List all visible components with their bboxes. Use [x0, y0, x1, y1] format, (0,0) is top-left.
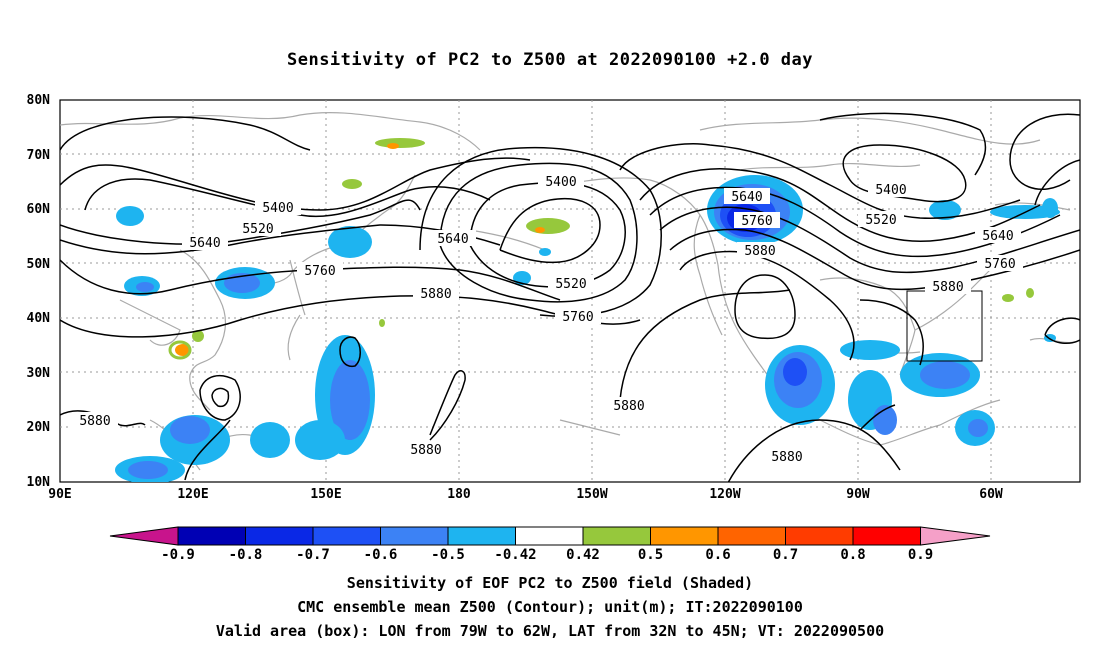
caption-line-3: Valid area (box): LON from 79W to 62W, L…: [215, 622, 885, 640]
contour-label-5640-rockies: 5640: [731, 190, 762, 205]
colorbar-label-6: -0.42: [494, 547, 536, 563]
colorbar-label-1: -0.9: [161, 547, 195, 563]
coastlines: [60, 111, 1076, 471]
contour-label-5640-west: 5640: [189, 236, 220, 251]
contour-label-5400-pacific: 5400: [545, 175, 576, 190]
colorbar-swatch-11: [852, 526, 921, 546]
lat-label-50n: 50N: [27, 257, 51, 272]
lon-label-150w: 150W: [576, 487, 607, 502]
contour-label-5880-mexico: 5880: [771, 450, 802, 465]
colorbar-label-11: 0.8: [840, 547, 865, 563]
colorbar-label-5: -0.5: [431, 547, 465, 563]
colorbar-label-8: 0.5: [638, 547, 663, 563]
contour-label-5520-pacific: 5520: [555, 277, 586, 292]
contour-label-5880-rockies: 5880: [744, 244, 775, 259]
map-title: Sensitivity of PC2 to Z500 at 2022090100…: [286, 50, 813, 70]
lon-label-120e: 120E: [177, 487, 208, 502]
lon-label-120w: 120W: [709, 487, 740, 502]
colorbar-label-2: -0.8: [229, 547, 263, 563]
lat-label-60n: 60N: [27, 202, 51, 217]
colorbar-low-end: [109, 526, 179, 546]
colorbar-label-3: -0.7: [296, 547, 330, 563]
contour-label-5880-westpac: 5880: [79, 414, 110, 429]
colorbar-label-10: 0.7: [773, 547, 798, 563]
colorbar-high-end: [920, 526, 991, 546]
caption-line-1: Sensitivity of EOF PC2 to Z500 field (Sh…: [346, 574, 754, 592]
lon-axis-labels: 90E 120E 150E 180 150W 120W 90W 60W: [48, 487, 1003, 502]
lon-label-180: 180: [447, 487, 471, 502]
contour-label-5880-hawaii: 5880: [410, 443, 441, 458]
colorbar-swatch-3: [312, 526, 381, 546]
contour-label-5520-canada: 5520: [865, 213, 896, 228]
lon-label-150e: 150E: [310, 487, 341, 502]
colorbar-label-7: 0.42: [566, 547, 600, 563]
contour-label-5520-west: 5520: [242, 222, 273, 237]
colorbar-swatch-4: [380, 526, 449, 546]
lat-axis-labels: 80N 70N 60N 50N 40N 30N 20N 10N: [27, 93, 51, 490]
contour-label-5640-pacific: 5640: [437, 232, 468, 247]
contour-label-5760-pacific: 5760: [562, 310, 593, 325]
colorbar-swatch-5: [447, 526, 516, 546]
colorbar-swatch-1: [177, 526, 246, 546]
colorbar-swatch-8: [650, 526, 719, 546]
contour-label-5880-atlantic: 5880: [932, 280, 963, 295]
lat-label-40n: 40N: [27, 311, 51, 326]
colorbar-label-12: 0.9: [908, 547, 933, 563]
lat-label-30n: 30N: [27, 366, 51, 381]
colorbar-swatch-6: [515, 526, 584, 546]
lat-label-20n: 20N: [27, 420, 51, 435]
lat-label-10n: 10N: [27, 475, 51, 490]
lat-label-80n: 80N: [27, 93, 51, 108]
contour-labels: 5400 5520 5640 5760 5880 5400 5640 5520 …: [72, 173, 1023, 465]
contour-label-5760-atlantic: 5760: [984, 257, 1015, 272]
colorbar-labels: -0.9 -0.8 -0.7 -0.6 -0.5 -0.42 0.42 0.5 …: [161, 547, 933, 563]
colorbar-label-9: 0.6: [705, 547, 730, 563]
contour-label-5880-central: 5880: [420, 287, 451, 302]
contour-label-5640-atlantic: 5640: [982, 229, 1013, 244]
contour-label-5400-west: 5400: [262, 201, 293, 216]
lon-label-60w: 60W: [979, 487, 1003, 502]
contour-label-5400-canada: 5400: [875, 183, 906, 198]
caption-line-2: CMC ensemble mean Z500 (Contour); unit(m…: [297, 598, 803, 616]
colorbar-swatch-10: [785, 526, 854, 546]
z500-contours: [60, 112, 1080, 482]
colorbar-swatch-2: [245, 526, 314, 546]
contour-label-5760-rockies: 5760: [741, 214, 772, 229]
lon-label-90e: 90E: [48, 487, 71, 502]
colorbar-swatch-7: [582, 526, 651, 546]
colorbar: [109, 526, 991, 546]
lon-label-90w: 90W: [846, 487, 870, 502]
contour-label-5880-eastpac: 5880: [613, 399, 644, 414]
contour-label-5760-west: 5760: [304, 264, 335, 279]
colorbar-swatch-9: [717, 526, 786, 546]
lat-label-70n: 70N: [27, 148, 51, 163]
colorbar-label-4: -0.6: [364, 547, 398, 563]
